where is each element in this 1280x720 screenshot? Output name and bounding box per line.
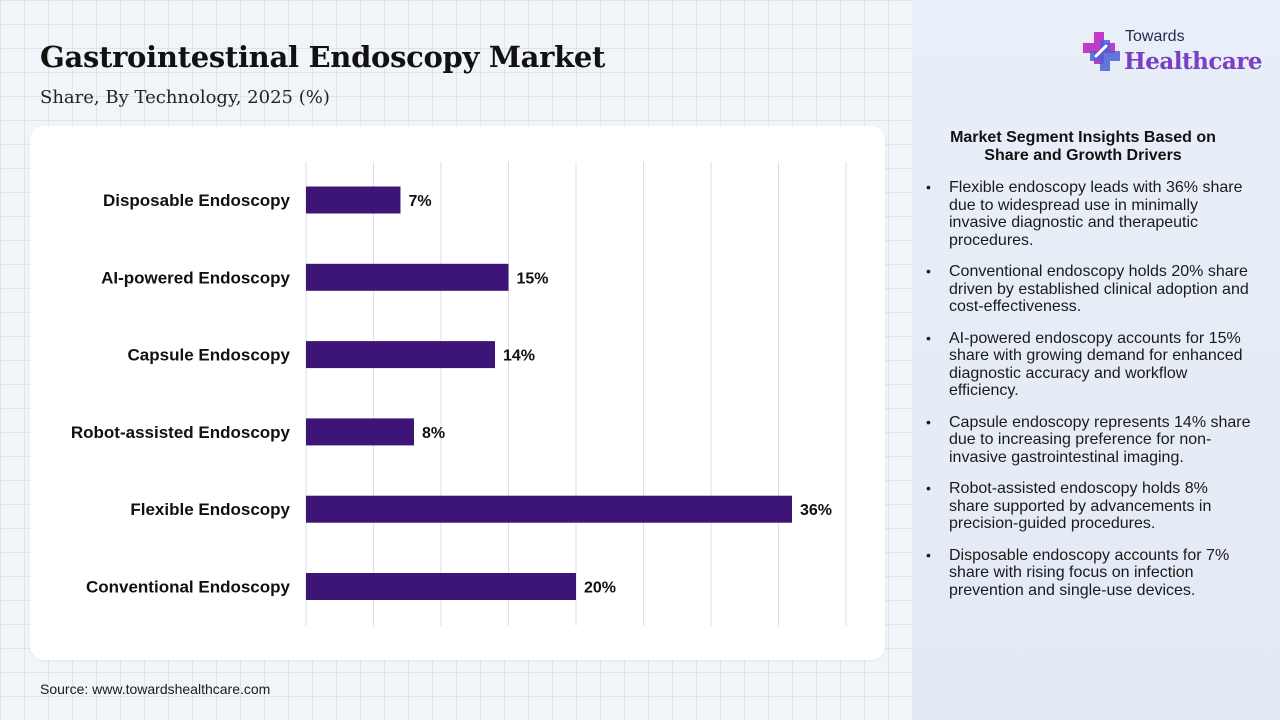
bullet-icon: • xyxy=(926,263,931,279)
list-item: • Conventional endoscopy holds 20% share … xyxy=(922,263,1252,316)
category-label: Capsule Endoscopy xyxy=(128,346,291,365)
chart-card: Disposable Endoscopy 7% AI-powered Endosco… xyxy=(30,126,885,660)
bullet-icon: • xyxy=(926,179,931,195)
category-label: Disposable Endoscopy xyxy=(103,191,291,210)
bar xyxy=(306,186,401,214)
bar xyxy=(306,573,576,600)
data-label: 14% xyxy=(503,348,535,365)
category-label: AI-powered Endoscopy xyxy=(101,268,290,287)
insights-panel xyxy=(912,0,1280,720)
list-item: • Capsule endoscopy represents 14% share … xyxy=(922,414,1252,467)
insight-text: AI-powered endoscopy accounts for 15% sh… xyxy=(949,329,1243,400)
bar xyxy=(306,495,792,523)
bar xyxy=(306,341,495,369)
bullet-icon: • xyxy=(926,413,931,430)
data-label: 20% xyxy=(584,580,616,597)
bar xyxy=(306,263,509,291)
insight-text: Disposable endoscopy accounts for 7% sha… xyxy=(949,546,1230,599)
page-title: Gastrointestinal Endoscopy Market xyxy=(40,40,606,74)
insights-list: • Flexible endoscopy leads with 36% share… xyxy=(922,179,1252,613)
list-item: • Robot-assisted endoscopy holds 8% share… xyxy=(922,480,1252,533)
list-item: • Disposable endoscopy accounts for 7% sh… xyxy=(922,547,1252,600)
insight-text: Conventional endoscopy holds 20% share d… xyxy=(949,263,1249,315)
data-label: 36% xyxy=(800,502,832,519)
logo-top-text: Towards xyxy=(1125,28,1185,45)
bullet-icon: • xyxy=(926,329,931,346)
brand-logo: Towards Healthcare xyxy=(1080,28,1263,78)
insight-text: Flexible endoscopy leads with 36% share … xyxy=(949,179,1243,249)
insight-text: Capsule endoscopy represents 14% share d… xyxy=(949,413,1251,466)
bar-chart: Disposable Endoscopy 7% AI-powered Endosco… xyxy=(71,162,847,626)
category-label: Flexible Endoscopy xyxy=(130,500,290,519)
category-label: Conventional Endoscopy xyxy=(86,578,291,597)
medical-cross-icon xyxy=(1083,32,1120,71)
insight-text: Robot-assisted endoscopy holds 8% share … xyxy=(949,480,1212,532)
category-label: Robot-assisted Endoscopy xyxy=(71,423,291,442)
list-item: • AI-powered endoscopy accounts for 15% s… xyxy=(922,330,1252,400)
source-note: Source: www.towardshealthcare.com xyxy=(40,681,271,697)
data-label: 15% xyxy=(517,270,549,287)
page-subtitle: Share, By Technology, 2025 (%) xyxy=(40,87,330,108)
bar xyxy=(306,418,414,446)
data-label: 8% xyxy=(422,425,445,442)
list-item: • Flexible endoscopy leads with 36% share… xyxy=(922,179,1252,249)
data-label: 7% xyxy=(409,193,432,210)
logo-main-text: Healthcare xyxy=(1124,48,1263,75)
bullet-icon: • xyxy=(926,480,931,496)
insights-title: Market Segment Insights Based on Share a… xyxy=(950,129,1216,164)
bullet-icon: • xyxy=(926,546,931,563)
